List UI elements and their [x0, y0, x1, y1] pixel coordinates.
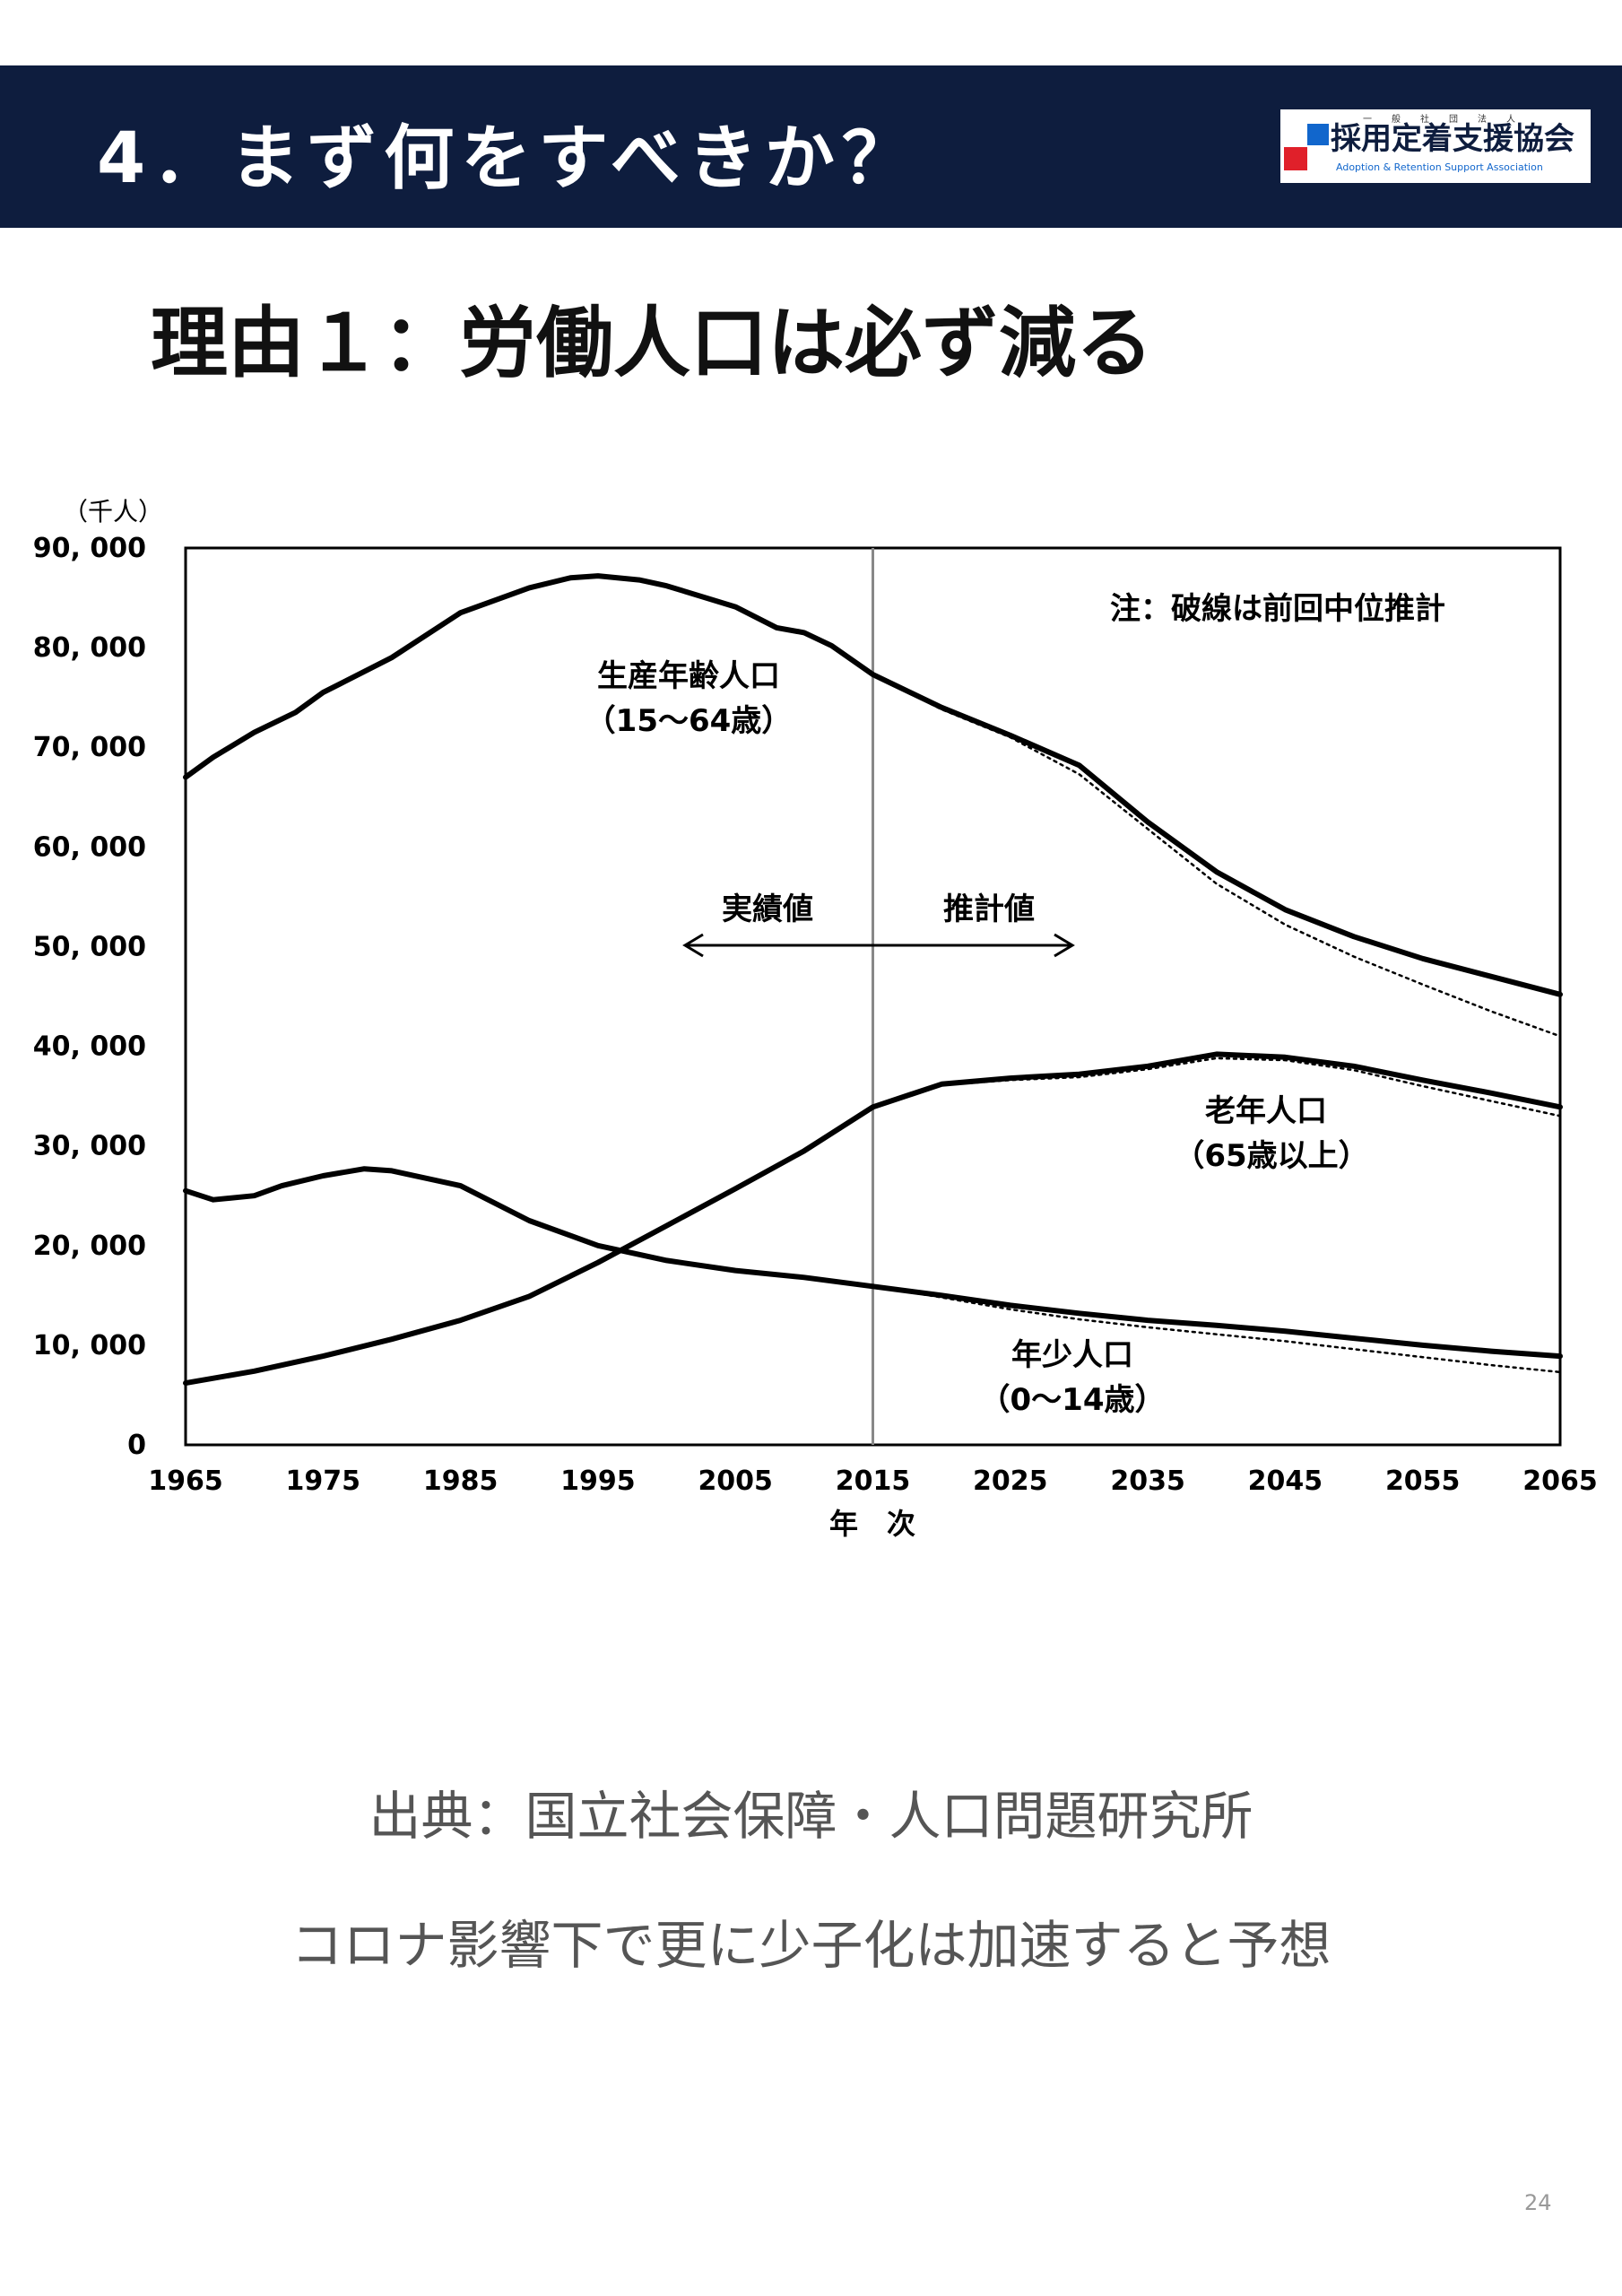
y-tick-label: 80, 000	[33, 632, 146, 664]
x-tick-label: 2035	[1110, 1465, 1185, 1497]
y-unit-label: （千人）	[63, 497, 163, 526]
x-tick-label: 1965	[148, 1465, 223, 1497]
x-tick-label: 2045	[1248, 1465, 1323, 1497]
source-citation: 出典：国立社会保障・人口問題研究所	[369, 1786, 1253, 1847]
logo-top-text: 一般社団法人	[1363, 115, 1535, 125]
x-axis-label: 年 次	[829, 1507, 915, 1541]
y-tick-label: 70, 000	[33, 732, 146, 763]
series-label-elderly: 老年人口	[1205, 1093, 1327, 1129]
page-number: 24	[1524, 2190, 1552, 2215]
y-tick-label: 50, 000	[33, 931, 146, 962]
series-range-working-age: （15～64歳）	[585, 703, 793, 739]
x-tick-label: 2055	[1385, 1465, 1461, 1497]
slide-heading: 理由１：労働人口は必ず減る	[151, 299, 1153, 388]
x-tick-label: 2025	[973, 1465, 1048, 1497]
series-range-elderly: （65歳以上）	[1174, 1138, 1368, 1174]
region-arrow	[682, 933, 1075, 958]
logo-square-blue-icon	[1307, 124, 1329, 145]
series-label-youth: 年少人口	[1011, 1337, 1133, 1373]
x-tick-label: 1995	[560, 1465, 636, 1497]
y-tick-label: 60, 000	[33, 831, 146, 863]
forecast-note: コロナ影響下で更に少子化は加速すると予想	[291, 1915, 1331, 1976]
previous-projection-line	[872, 1285, 1562, 1374]
previous-projection-line	[872, 673, 1562, 1038]
slide-section-title: 4．まず何をすべきか？	[97, 118, 919, 199]
y-tick-label: 20, 000	[33, 1231, 146, 1262]
x-tick-label: 2005	[698, 1465, 773, 1497]
projected-region-label: 推計値	[943, 891, 1035, 927]
x-tick-label: 2015	[836, 1465, 911, 1497]
x-tick-label: 1975	[286, 1465, 361, 1497]
chart-note: 注：破線は前回中位推計	[1110, 591, 1445, 627]
actual-region-label: 実績値	[722, 891, 813, 927]
y-tick-label: 10, 000	[33, 1330, 146, 1361]
logo-main-text: 採用定着支援協会	[1331, 121, 1574, 157]
series-line	[183, 573, 1563, 997]
x-tick-label: 1985	[423, 1465, 499, 1497]
series-range-youth: （0～14歳）	[980, 1382, 1166, 1418]
y-tick-label: 40, 000	[33, 1031, 146, 1063]
y-tick-label: 0	[127, 1430, 146, 1461]
logo-sub-text: Adoption & Retention Support Association	[1336, 161, 1543, 173]
previous-projection-line	[872, 1057, 1562, 1118]
y-tick-label: 30, 000	[33, 1131, 146, 1162]
y-tick-label: 90, 000	[33, 533, 146, 564]
series-label-working-age: 生産年齢人口	[597, 658, 780, 694]
population-chart: 1965 1975 1985 1995 2005 2015 2025 2035 2045 2055…	[33, 497, 1598, 1541]
logo-square-red-icon	[1284, 147, 1307, 170]
series-line	[183, 1166, 1563, 1360]
x-tick-label: 2065	[1522, 1465, 1598, 1497]
association-logo: 一般社団法人 採用定着支援協会 Adoption & Retention Sup…	[1280, 109, 1591, 183]
